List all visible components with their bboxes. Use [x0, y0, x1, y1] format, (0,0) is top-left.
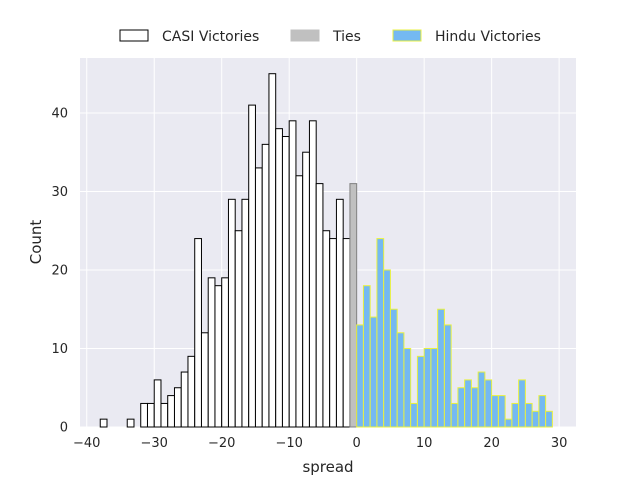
hindu-bar: [443, 324, 452, 428]
casi-bar: [146, 402, 155, 428]
hindu-bar: [383, 269, 391, 428]
casi-bar: [160, 402, 169, 428]
x-axis-label: spread: [302, 458, 353, 476]
hindu-bar: [389, 308, 398, 428]
hindu-bar: [416, 355, 425, 428]
casi-bar: [194, 238, 202, 428]
hindu-bar: [450, 402, 459, 428]
hindu-bar: [464, 379, 472, 428]
casi-bar: [315, 183, 324, 428]
hindu-bar: [484, 379, 493, 428]
hindu-bar: [504, 418, 513, 428]
hindu-bar: [524, 402, 533, 428]
casi-bar: [234, 230, 243, 428]
casi-bar: [329, 238, 337, 428]
casi-bar: [281, 136, 290, 428]
casi-bar: [153, 379, 162, 428]
casi-bar: [221, 277, 229, 428]
casi-bar: [126, 418, 135, 428]
x-tick-label: −30: [141, 436, 168, 451]
hindu-bar: [403, 347, 412, 428]
x-tick-label: 0: [353, 436, 361, 451]
legend-label-ties: Ties: [332, 29, 361, 45]
casi-bar: [261, 143, 270, 428]
casi-bar: [180, 371, 189, 428]
hindu-bar: [430, 347, 439, 428]
hindu-bar: [511, 402, 520, 428]
y-axis-label: Count: [27, 220, 45, 265]
casi-bar: [140, 402, 148, 428]
casi-bar: [308, 120, 317, 428]
hindu-bar: [477, 371, 486, 428]
casi-bar: [295, 175, 304, 428]
hindu-bar: [410, 402, 418, 428]
casi-bar: [167, 395, 175, 428]
casi-bar: [322, 230, 331, 428]
histogram-bars: [99, 73, 553, 428]
hindu-bar: [396, 332, 405, 428]
x-tick-label: −40: [73, 436, 100, 451]
hindu-bar: [531, 410, 540, 428]
casi-bar: [241, 198, 250, 428]
hindu-bar: [545, 410, 553, 428]
casi-bar: [207, 277, 216, 428]
y-tick-label: 20: [51, 263, 68, 278]
casi-bar: [227, 198, 236, 428]
legend-label-casi: CASI Victories: [162, 29, 259, 45]
hindu-bar: [362, 285, 371, 428]
hindu-bar: [518, 379, 526, 428]
hindu-bar: [423, 347, 432, 428]
casi-bar: [275, 128, 283, 428]
x-tick-label: 10: [416, 436, 433, 451]
casi-bar: [200, 332, 209, 428]
casi-bar: [248, 104, 256, 428]
x-tick-label: −10: [275, 436, 302, 451]
hindu-bar: [369, 316, 378, 428]
hindu-bar: [457, 387, 466, 428]
x-tick-label: 30: [551, 436, 568, 451]
hindu-bar: [356, 324, 364, 428]
casi-bar: [335, 198, 344, 428]
hindu-bar: [437, 308, 445, 428]
y-tick-label: 30: [51, 185, 68, 200]
casi-bar: [302, 151, 310, 428]
legend-swatch-hindu: [392, 29, 422, 42]
hindu-bar: [491, 395, 499, 428]
hindu-bar: [538, 395, 547, 428]
hindu-bar: [376, 238, 385, 428]
y-tick-label: 10: [51, 342, 68, 357]
x-axis-ticks: −40 −30 −20 −10 0 10 20 30: [73, 436, 567, 451]
casi-bar: [342, 238, 351, 428]
casi-bar: [288, 120, 297, 428]
legend: CASI Victories Ties Hindu Victories: [119, 29, 541, 45]
x-tick-label: −20: [208, 436, 235, 451]
hindu-bar: [470, 387, 479, 428]
casi-bar: [187, 355, 196, 428]
casi-bar: [173, 387, 182, 428]
legend-swatch-ties: [290, 29, 320, 42]
casi-bar: [214, 285, 223, 428]
casi-bar: [268, 73, 277, 428]
legend-label-hindu: Hindu Victories: [435, 29, 541, 45]
hindu-bar: [497, 395, 506, 428]
legend-swatch-casi: [119, 29, 149, 42]
x-tick-label: 20: [483, 436, 500, 451]
y-axis-ticks: 0 10 20 30 40: [51, 106, 68, 435]
y-tick-label: 0: [60, 421, 68, 436]
casi-bar: [99, 418, 108, 428]
ties-bar: [349, 183, 358, 428]
y-tick-label: 40: [51, 106, 68, 121]
casi-bar: [254, 167, 263, 428]
